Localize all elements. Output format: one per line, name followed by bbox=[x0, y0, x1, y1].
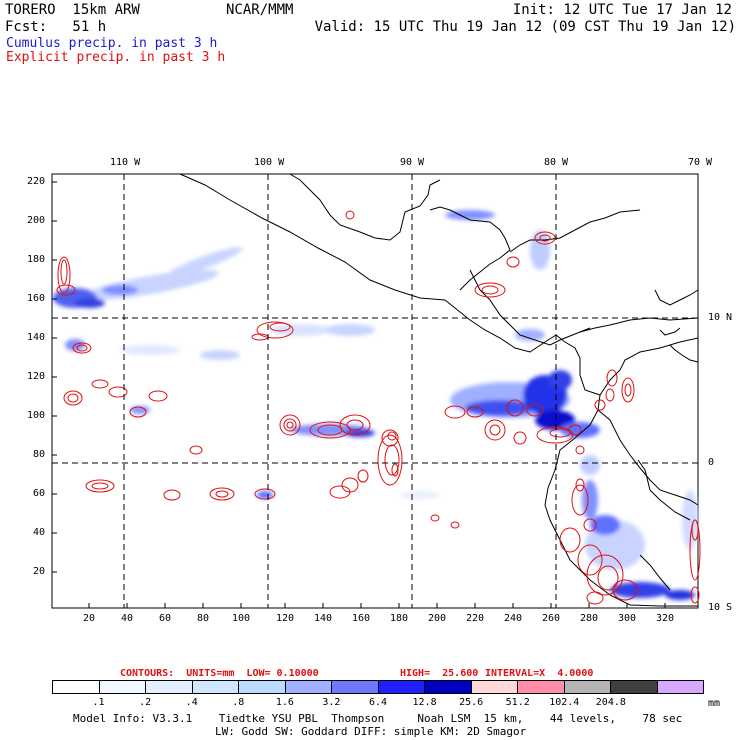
lat-lon-grid bbox=[52, 174, 698, 608]
x-tick: 140 bbox=[314, 613, 333, 624]
x-tick: 200 bbox=[428, 613, 447, 624]
colorbar-box bbox=[146, 681, 193, 693]
x-tick: 20 bbox=[83, 613, 96, 624]
x-tick: 120 bbox=[276, 613, 295, 624]
lon-label-80w: 80 W bbox=[544, 157, 569, 168]
colorbar-units: mm bbox=[708, 698, 721, 709]
lat-label-0: 0 bbox=[708, 457, 715, 468]
colorbar-box bbox=[99, 681, 146, 693]
coastlines bbox=[179, 173, 699, 607]
explicit-precip-contours bbox=[56, 210, 701, 605]
physics-info-line: LW: Godd SW: Goddard DIFF: simple KM: 2D… bbox=[215, 725, 527, 738]
colorbar-label: 51.2 bbox=[505, 697, 530, 708]
colorbar-label: 102.4 bbox=[549, 697, 580, 708]
contour-units: CONTOURS: UNITS=mm LOW= 0.10000 bbox=[120, 668, 319, 679]
colorbar-label: 6.4 bbox=[368, 697, 388, 708]
lon-label-110w: 110 W bbox=[110, 157, 141, 168]
y-tick: 160 bbox=[27, 293, 46, 304]
y-tick: 60 bbox=[33, 488, 46, 499]
axis-ticks bbox=[52, 181, 666, 608]
y-tick: 100 bbox=[27, 410, 46, 421]
colorbar-box bbox=[53, 681, 100, 693]
y-tick: 40 bbox=[33, 527, 46, 538]
colorbar-label: 25.6 bbox=[459, 697, 484, 708]
contour-interval: INTERVAL=X 4.0000 bbox=[485, 668, 594, 679]
colorbar-label: .2 bbox=[139, 697, 152, 708]
legend-explicit: Explicit precip. in past 3 h bbox=[6, 50, 226, 65]
colorbar-box bbox=[471, 681, 518, 693]
y-tick: 20 bbox=[33, 566, 46, 577]
model-title: TORERO 15km ARW bbox=[5, 2, 140, 18]
x-tick: 40 bbox=[121, 613, 134, 624]
colorbar-box bbox=[332, 681, 379, 693]
contour-high: HIGH= 25.600 bbox=[400, 668, 479, 679]
colorbar-box bbox=[564, 681, 611, 693]
model-info-line: Model Info: V3.3.1 Tiedtke YSU PBL Thomp… bbox=[73, 712, 683, 725]
x-tick: 180 bbox=[390, 613, 409, 624]
colorbar-label: 3.2 bbox=[322, 697, 341, 708]
y-tick: 120 bbox=[27, 371, 46, 382]
lon-label-70w: 70 W bbox=[688, 157, 713, 168]
colorbar-box bbox=[518, 681, 565, 693]
colorbar-box bbox=[239, 681, 286, 693]
colorbar-label: 204.8 bbox=[595, 697, 626, 708]
colorbar-label: 12.8 bbox=[412, 697, 437, 708]
colorbar bbox=[52, 680, 704, 694]
y-tick: 140 bbox=[27, 332, 46, 343]
colorbar-label: .4 bbox=[185, 697, 198, 708]
lon-label-100w: 100 W bbox=[254, 157, 285, 168]
legend-cumulus: Cumulus precip. in past 3 h bbox=[6, 36, 218, 51]
y-tick: 180 bbox=[27, 254, 46, 265]
colorbar-box bbox=[192, 681, 239, 693]
colorbar-box bbox=[657, 681, 703, 693]
colorbar-label: 1.6 bbox=[275, 697, 294, 708]
lat-label-10s: 10 S bbox=[708, 602, 733, 613]
colorbar-box bbox=[425, 681, 472, 693]
init-time: Init: 12 UTC Tue 17 Jan 12 bbox=[512, 2, 732, 18]
x-tick: 80 bbox=[197, 613, 210, 624]
y-tick: 220 bbox=[27, 176, 46, 187]
x-tick: 280 bbox=[580, 613, 599, 624]
colorbar-label: .8 bbox=[232, 697, 245, 708]
y-tick: 80 bbox=[33, 449, 46, 460]
x-tick: 240 bbox=[504, 613, 523, 624]
y-tick: 200 bbox=[27, 215, 46, 226]
lat-label-10n: 10 N bbox=[708, 312, 733, 323]
colorbar-box bbox=[285, 681, 332, 693]
x-tick: 220 bbox=[466, 613, 485, 624]
colorbar-box bbox=[378, 681, 425, 693]
x-tick: 100 bbox=[232, 613, 251, 624]
x-tick: 320 bbox=[656, 613, 675, 624]
center-label: NCAR/MMM bbox=[226, 2, 294, 18]
valid-time: Valid: 15 UTC Thu 19 Jan 12 (09 CST Thu … bbox=[314, 19, 736, 35]
x-tick: 60 bbox=[159, 613, 172, 624]
forecast-hour: Fcst: 51 h bbox=[5, 19, 107, 35]
x-tick: 300 bbox=[618, 613, 637, 624]
lon-label-90w: 90 W bbox=[400, 157, 425, 168]
colorbar-label: .1 bbox=[92, 697, 105, 708]
x-tick: 260 bbox=[542, 613, 561, 624]
x-tick: 160 bbox=[352, 613, 371, 624]
colorbar-box bbox=[611, 681, 658, 693]
